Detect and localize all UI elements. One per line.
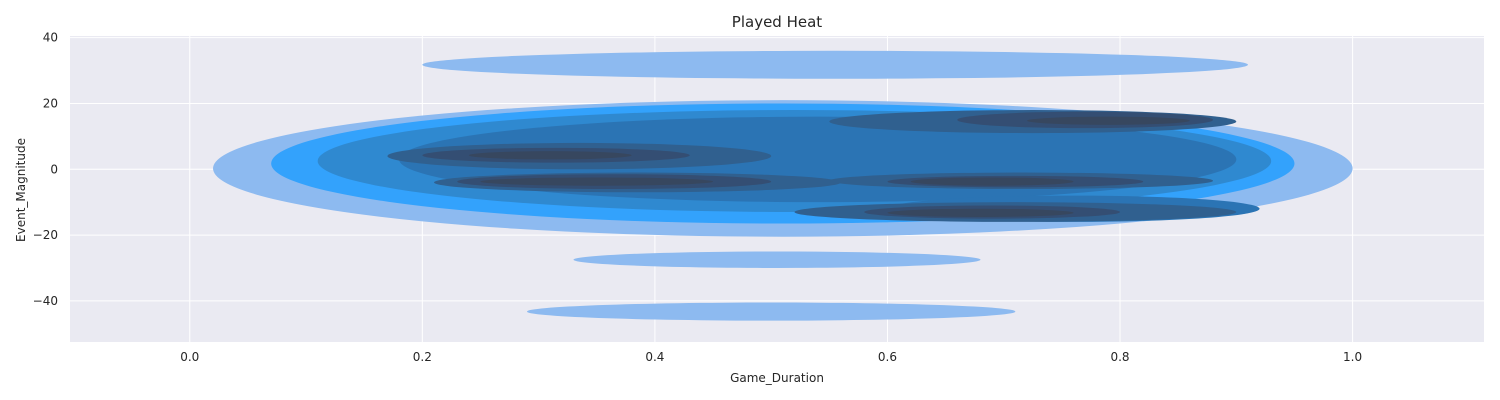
x-ticks: 0.0 0.2 0.4 0.6 0.8 1.0 xyxy=(180,350,1362,364)
x-axis-label: Game_Duration xyxy=(730,371,824,385)
density-region-level-7 xyxy=(468,151,632,160)
y-tick-label: 20 xyxy=(43,96,58,110)
x-tick-label: 0.2 xyxy=(413,350,432,364)
y-tick-label: −40 xyxy=(33,294,58,308)
x-tick-label: 0.6 xyxy=(878,350,897,364)
x-tick-label: 0.8 xyxy=(1110,350,1129,364)
density-region-level-7 xyxy=(910,177,1074,186)
y-tick-label: 40 xyxy=(43,31,58,45)
y-tick-label: 0 xyxy=(50,162,58,176)
density-region-level-7 xyxy=(887,208,1074,217)
x-tick-label: 0.4 xyxy=(645,350,664,364)
x-tick-label: 1.0 xyxy=(1343,350,1362,364)
density-region-level-1 xyxy=(422,50,1248,79)
y-tick-label: −20 xyxy=(33,228,58,242)
density-region-level-7 xyxy=(480,177,714,186)
chart-title: Played Heat xyxy=(732,13,822,31)
density-contours xyxy=(213,50,1353,321)
density-region-level-1 xyxy=(573,251,981,268)
density-region-level-7 xyxy=(1027,116,1190,125)
density-region-level-1 xyxy=(526,302,1016,321)
y-axis-label: Event_Magnitude xyxy=(14,138,28,242)
x-tick-label: 0.0 xyxy=(180,350,199,364)
y-ticks: −40 −20 0 20 40 xyxy=(33,31,58,308)
